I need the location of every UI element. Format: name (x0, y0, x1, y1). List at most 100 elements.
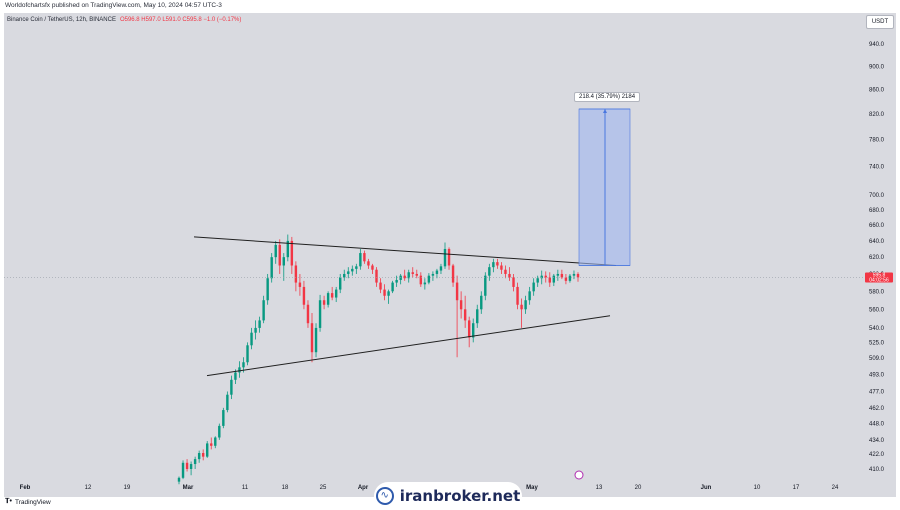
published-text: Worldofchartsfx published on TradingView… (5, 2, 222, 9)
y-tick-label: 509.0 (869, 356, 885, 362)
candle-body (226, 394, 229, 411)
candle-body (334, 289, 338, 298)
candle-body (548, 277, 551, 283)
candle-body (423, 282, 427, 285)
candle-body (524, 300, 527, 310)
candle-body (218, 425, 221, 438)
candle-body (516, 286, 519, 305)
candle-body (322, 300, 326, 305)
candle-body (355, 266, 358, 269)
candle-body (407, 272, 410, 279)
candle-body (230, 379, 233, 395)
candle-body (254, 327, 257, 333)
y-tick-label: 900.0 (869, 64, 885, 70)
currency-button[interactable]: USDT (866, 15, 894, 29)
candle-body (552, 275, 556, 283)
tradingview-label: TradingView (14, 498, 51, 506)
candle-body (246, 345, 249, 363)
candle-body (258, 320, 261, 328)
candle-body (443, 248, 447, 267)
y-tick-label: 640.0 (869, 239, 885, 245)
x-tick-label: May (526, 485, 538, 491)
candle-body (476, 309, 479, 324)
y-tick-label: 620.0 (869, 255, 885, 261)
price-tag-bg (865, 272, 893, 283)
candle-body (274, 244, 277, 258)
candle-body (210, 443, 213, 446)
y-tick-label: 434.0 (869, 438, 885, 444)
candle-body (492, 262, 495, 268)
candle-body (568, 275, 572, 281)
candle-body (367, 261, 370, 266)
candle-body (536, 278, 539, 283)
candle-body (270, 257, 273, 279)
candle-body (197, 453, 201, 460)
candle-body (234, 372, 237, 380)
candle-body (181, 462, 185, 478)
candle-body (222, 410, 225, 426)
candle-body (351, 268, 354, 272)
y-tick-label: 940.0 (869, 42, 885, 48)
x-tick-label: 17 (793, 485, 800, 491)
candle-body (484, 275, 487, 296)
x-tick-label: Feb (20, 485, 31, 491)
tradingview-logo[interactable]: 𝐓• TradingView (5, 498, 51, 506)
candle-body (290, 240, 294, 266)
candle-body (238, 367, 241, 373)
measurement-arrow-head (603, 108, 607, 113)
candle-body (467, 320, 471, 338)
candle-body (185, 462, 189, 469)
y-tick-label: 580.0 (869, 289, 885, 295)
pulse-icon: ∿ (375, 487, 394, 505)
candle-body (302, 286, 306, 305)
candle-body (435, 270, 439, 274)
x-tick-label: 18 (282, 485, 289, 491)
candle-body (540, 275, 543, 279)
candle-body (560, 273, 564, 278)
candle-body (427, 275, 431, 283)
candle-body (439, 266, 443, 271)
symbol-legend: Binance Coin / TetherUS, 12h, BINANCE O59… (7, 17, 241, 23)
candle-body (463, 309, 467, 321)
candle-body (572, 273, 576, 276)
candle-body (201, 453, 205, 457)
candle-body (282, 257, 285, 266)
candle-body (488, 267, 491, 276)
lower-trendline (206, 315, 611, 377)
candle-body (347, 271, 350, 274)
y-tick-label: 448.0 (869, 422, 885, 428)
candle-body (363, 253, 366, 262)
candle-body (504, 269, 507, 274)
candle-body (387, 291, 390, 296)
price-tag-value: 595.8 (873, 273, 886, 279)
candle-body (532, 282, 535, 292)
candle-body (339, 277, 342, 290)
candle-body (455, 282, 459, 301)
measurement-label: 218.4 (35.79%) 2184 (574, 92, 641, 102)
candle-body (375, 269, 378, 283)
candle-body (564, 277, 568, 281)
candle-body (520, 304, 523, 310)
candle-body (286, 240, 290, 258)
candle-body (206, 443, 209, 457)
candle-body (419, 275, 423, 285)
y-tick-label: 700.0 (869, 193, 885, 199)
candle-body (431, 273, 435, 276)
candle-body (512, 277, 515, 287)
candle-body (371, 265, 374, 270)
x-tick-label: 11 (242, 485, 249, 491)
candle-body (298, 282, 302, 287)
event-marker (574, 470, 584, 480)
candle-body (451, 265, 455, 283)
y-tick-label: 410.0 (869, 467, 885, 473)
x-tick-label: Apr (358, 485, 369, 491)
candle-body (262, 300, 265, 321)
candle-body (415, 273, 418, 276)
candle-body (326, 293, 330, 305)
candle-body (306, 304, 310, 324)
x-tick-label: 19 (124, 485, 131, 491)
candle-body (318, 300, 322, 328)
candle-body (314, 327, 318, 353)
y-tick-label: 540.0 (869, 326, 885, 332)
